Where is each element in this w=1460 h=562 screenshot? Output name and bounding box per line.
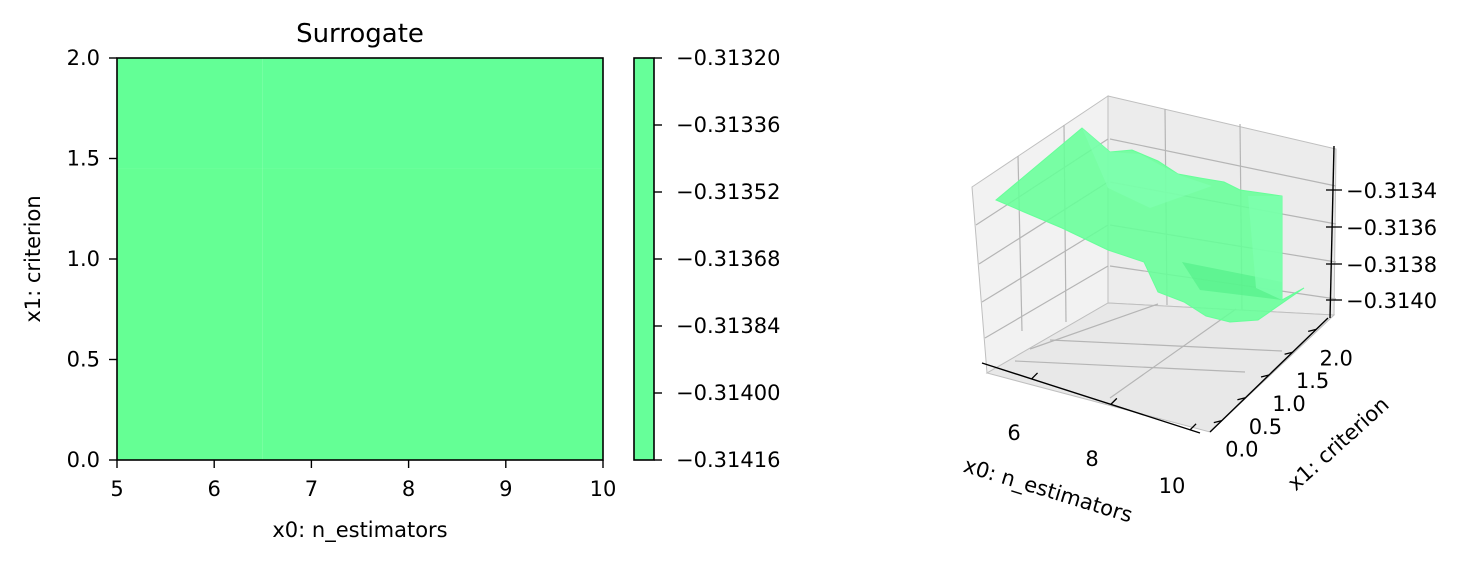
y-tick-label: 2.0	[67, 46, 100, 70]
heatmap-cells	[117, 58, 603, 461]
surface	[995, 127, 1305, 323]
colorbar-ticks: −0.31320 −0.31336 −0.31352 −0.31368 −0.31384…	[654, 46, 780, 472]
y-tick-label: 0.0	[67, 448, 100, 472]
colorbar: −0.31320 −0.31336 −0.31352 −0.31368 −0.31384…	[633, 46, 780, 472]
heatmap-cell	[117, 58, 263, 169]
x-tick-label: 9	[499, 477, 512, 501]
y3-tick-mark	[1308, 328, 1317, 333]
y3-tick-label: 1.5	[1296, 369, 1329, 393]
heatmap-xlabel: x0: n_estimators	[272, 518, 447, 543]
x3-tick-label: 10	[1159, 474, 1186, 498]
colorbar-tick-label: −0.31368	[676, 247, 780, 271]
y3-tick-mark	[1284, 351, 1293, 355]
z3-tick-label: −0.3138	[1346, 253, 1437, 277]
heatmap-cell	[117, 168, 263, 461]
x3-tick-mark	[1110, 397, 1118, 405]
surface-xlabel: x0: n_estimators	[960, 453, 1135, 528]
y3-tick-label: 0.0	[1225, 438, 1258, 462]
z3-tick-label: −0.3136	[1346, 216, 1437, 240]
y3-tick-label: 1.0	[1272, 392, 1305, 416]
z-axis-line	[1329, 145, 1335, 319]
colorbar-tick-label: −0.31384	[676, 314, 780, 338]
heatmap-title: Surrogate	[296, 19, 424, 49]
heatmap-panel: Surrogate x0: n_estimators x1: criterion…	[21, 19, 616, 543]
heatmap-yticks: 0.0 0.5 1.0 1.5 2.0	[67, 46, 117, 472]
surface-top-facet	[1082, 128, 1212, 208]
z3-tick-label: −0.3134	[1346, 179, 1437, 203]
x-tick-label: 7	[305, 477, 318, 501]
y3-tick-label: 0.5	[1249, 415, 1282, 439]
x3-tick-mark	[1189, 423, 1197, 431]
surface-front-facet	[1248, 196, 1282, 300]
x-tick-label: 6	[208, 477, 221, 501]
y3-tick-mark	[1260, 374, 1270, 378]
colorbar-tick-label: −0.31336	[676, 113, 780, 137]
heatmap-cell	[262, 58, 603, 169]
y-tick-label: 1.0	[67, 247, 100, 271]
colorbar-fill	[633, 57, 655, 461]
colorbar-tick-label: −0.31400	[676, 381, 780, 405]
x3-tick-label: 8	[1085, 447, 1098, 471]
x-tick-label: 5	[110, 477, 123, 501]
y-tick-label: 1.5	[67, 147, 100, 171]
x3-tick-mark	[1031, 372, 1039, 380]
colorbar-tick-label: −0.31320	[676, 46, 780, 70]
x-tick-label: 10	[590, 477, 617, 501]
y-tick-label: 0.5	[67, 348, 100, 372]
surface-yticks: 0.00.51.01.52.0	[1213, 328, 1353, 462]
heatmap-xticks: 5 6 7 8 9 10	[110, 460, 616, 501]
colorbar-tick-label: −0.31416	[676, 448, 780, 472]
heatmap-ylabel: x1: criterion	[21, 195, 45, 322]
y3-tick-mark	[1237, 397, 1246, 401]
z3-tick-label: −0.3140	[1346, 289, 1437, 313]
colorbar-tick-label: −0.31352	[676, 180, 780, 204]
x-tick-label: 8	[402, 477, 415, 501]
x-axis-line	[981, 362, 1201, 434]
surface-lower-facet	[1182, 262, 1282, 300]
y3-tick-label: 2.0	[1319, 346, 1352, 370]
surface-zticks: −0.3134 −0.3136 −0.3138 −0.3140	[1326, 179, 1437, 313]
heatmap-cell	[262, 168, 603, 461]
surface-xticks: 6 8 10	[1007, 372, 1197, 498]
x3-tick-label: 6	[1007, 421, 1020, 445]
y3-tick-mark	[1213, 419, 1222, 424]
